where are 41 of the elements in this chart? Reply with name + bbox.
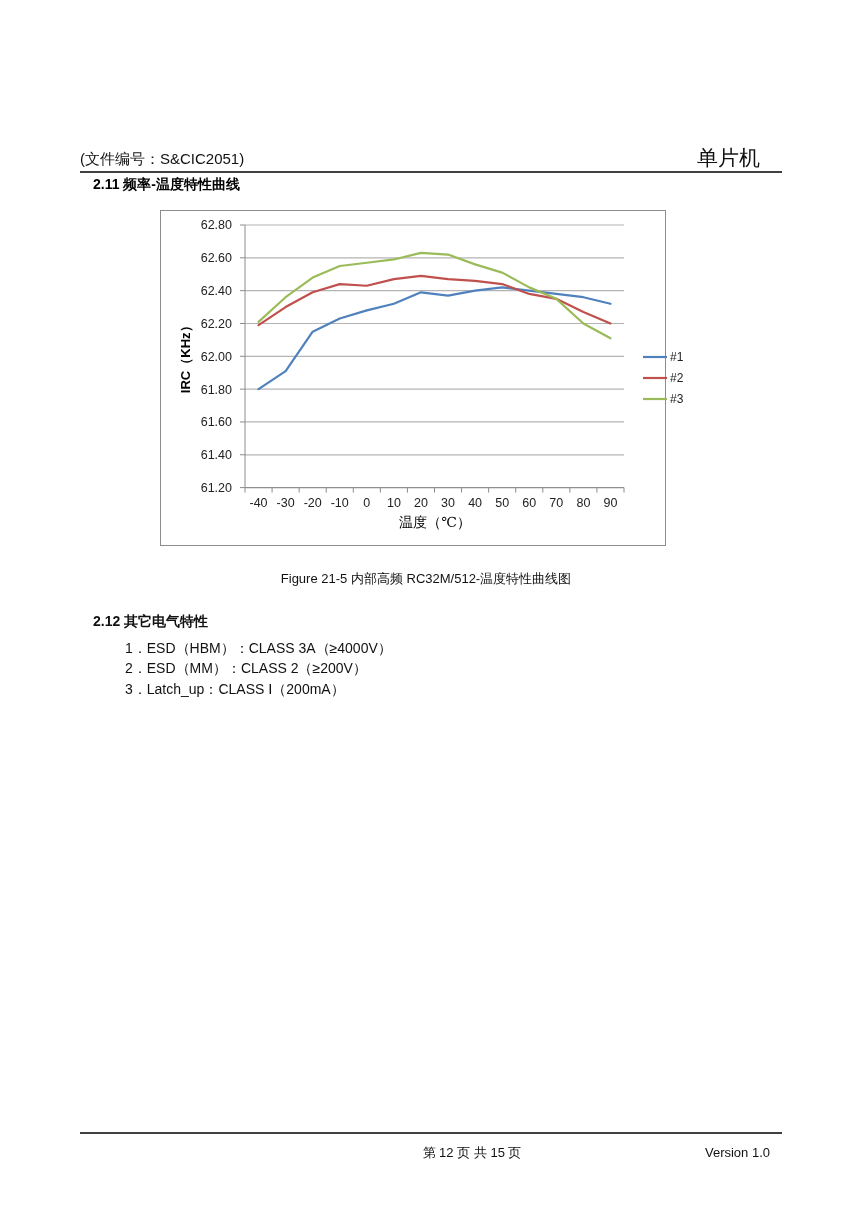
y-tick-label: 62.20 — [200, 316, 233, 331]
x-tick-label: 90 — [603, 496, 618, 511]
text: 第 12 页 共 15 页 — [422, 1145, 522, 1160]
text: 单片机 — [697, 146, 760, 169]
y-tick-label: 62.00 — [200, 349, 233, 364]
y-tick-label: 61.60 — [200, 415, 233, 430]
x-tick-label: -30 — [276, 496, 295, 511]
legend-label: #1 — [670, 350, 684, 365]
text: 2.12 其它电气特性 — [93, 613, 209, 629]
legend-label: #2 — [670, 371, 684, 386]
x-tick-label: 80 — [576, 496, 591, 511]
x-tick-label: 50 — [495, 496, 510, 511]
text: (文件编号：S&CIC2051) — [80, 150, 245, 167]
text: 1．ESD（HBM）：CLASS 3A（≥4000V） — [125, 640, 392, 656]
y-tick-label: 62.80 — [200, 218, 233, 233]
x-tick-label: 10 — [386, 496, 401, 511]
x-axis-title: 温度（℃） — [399, 515, 471, 530]
x-tick-label: 40 — [468, 496, 483, 511]
x-tick-label: 30 — [441, 496, 456, 511]
line-series — [257, 251, 612, 340]
caption: Figure 21-5 内部高频 RC32M/512-温度特性曲线图 — [280, 571, 572, 586]
y-tick-label: 61.80 — [200, 382, 233, 397]
y-tick-label: 62.40 — [200, 284, 233, 299]
y-axis-title: IRC（KHz） — [178, 319, 193, 394]
chart-title: 2.11 频率-温度特性曲线 — [93, 176, 241, 192]
x-tick-label: -20 — [303, 496, 322, 511]
x-tick-label: -40 — [249, 496, 268, 511]
y-tick-label: 61.40 — [200, 448, 233, 463]
text: 3．Latch_up：CLASS Ⅰ（200mA） — [125, 681, 345, 697]
x-tick-label: 70 — [549, 496, 564, 511]
x-tick-label: 60 — [522, 496, 537, 511]
x-tick-label: 0 — [363, 496, 371, 511]
y-tick-label: 61.20 — [200, 480, 233, 495]
legend-label: #3 — [670, 392, 684, 407]
text: Version 1.0 — [704, 1145, 770, 1160]
line-series — [257, 274, 612, 327]
line-series — [257, 286, 612, 391]
x-tick-label: 20 — [414, 496, 428, 511]
x-tick-label: -10 — [330, 496, 349, 511]
text: 2．ESD（MM）：CLASS 2（≥200V） — [125, 660, 367, 676]
y-tick-label: 62.60 — [200, 251, 233, 266]
